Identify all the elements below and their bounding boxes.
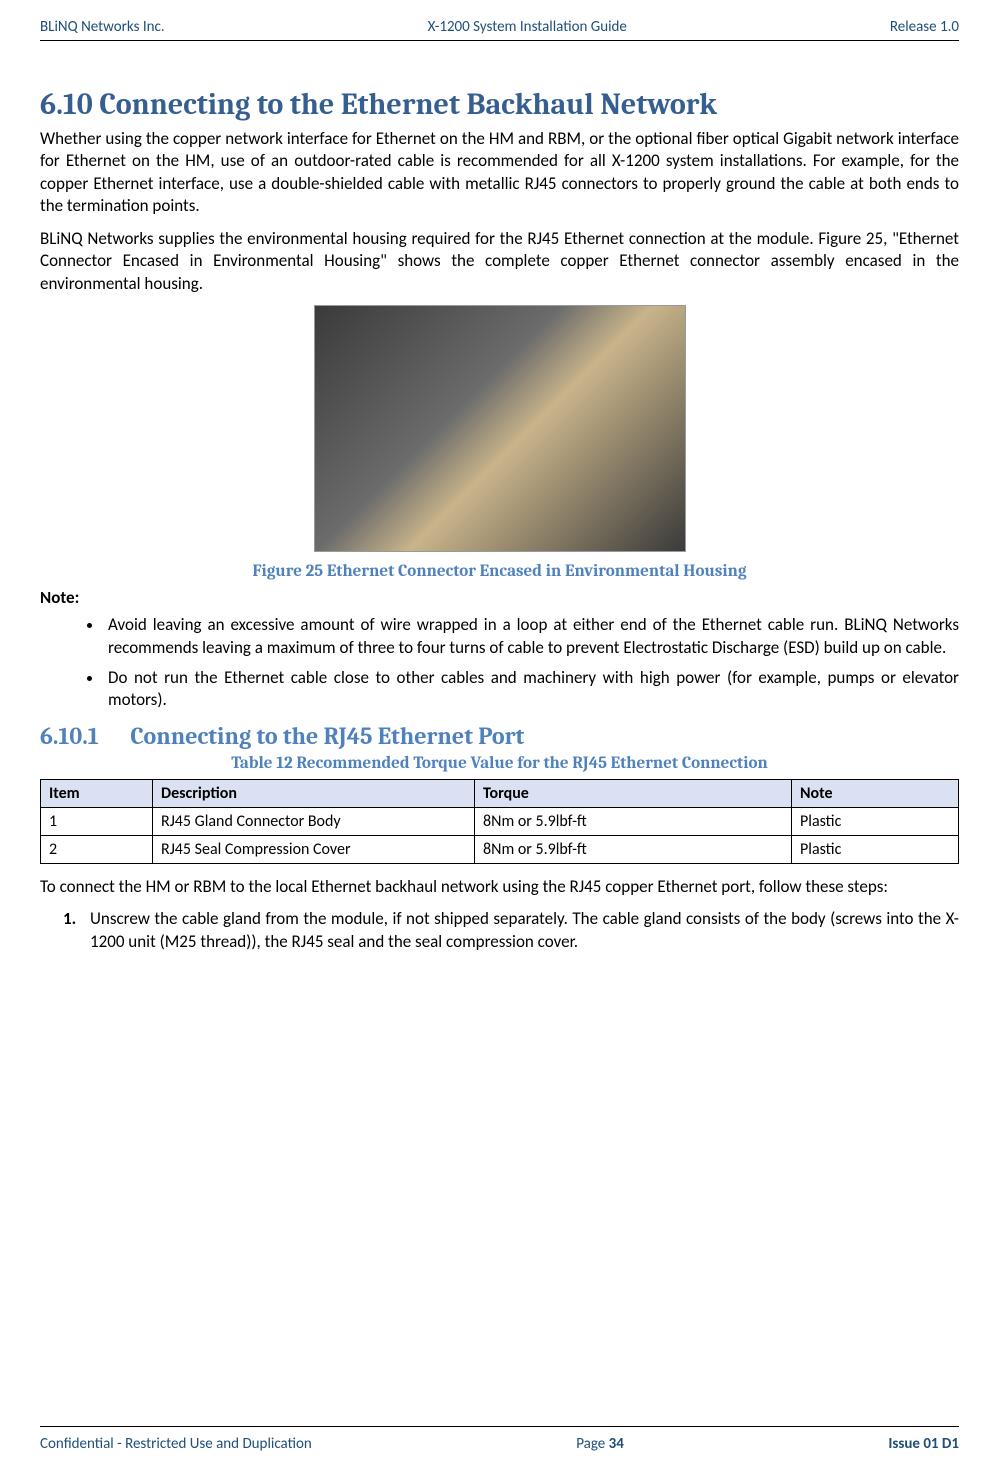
figure-25-caption: Figure 25 Ethernet Connector Encased in … <box>40 562 959 581</box>
table-row: 2 RJ45 Seal Compression Cover 8Nm or 5.9… <box>41 835 959 863</box>
subsection-number: 6.10.1 <box>40 722 99 750</box>
table-cell: 2 <box>41 835 153 863</box>
page-footer: Confidential - Restricted Use and Duplic… <box>40 1426 959 1453</box>
footer-issue: Issue 01 D1 <box>888 1435 959 1453</box>
table-header-item: Item <box>41 779 153 807</box>
table-header-row: Item Description Torque Note <box>41 779 959 807</box>
step-1: Unscrew the cable gland from the module,… <box>80 908 959 953</box>
header-doc-title: X-1200 System Installation Guide <box>428 18 627 36</box>
section-heading: 6.10 Connecting to the Ethernet Backhaul… <box>40 87 959 122</box>
table-row: 1 RJ45 Gland Connector Body 8Nm or 5.9lb… <box>41 807 959 835</box>
header-company: BLiNQ Networks Inc. <box>40 18 165 36</box>
section-title: Connecting to the Ethernet Backhaul Netw… <box>99 87 717 122</box>
table-header-description: Description <box>153 779 475 807</box>
section-number: 6.10 <box>40 87 93 122</box>
table-cell: 8Nm or 5.9lbf-ft <box>475 807 792 835</box>
paragraph-2: BLiNQ Networks supplies the environmenta… <box>40 228 959 295</box>
procedure-steps: Unscrew the cable gland from the module,… <box>40 908 959 953</box>
subsection-title: Connecting to the RJ45 Ethernet Port <box>130 722 524 750</box>
table-cell: Plastic <box>792 807 959 835</box>
table-12-caption: Table 12 Recommended Torque Value for th… <box>40 754 959 773</box>
figure-25-image <box>314 305 686 552</box>
torque-table: Item Description Torque Note 1 RJ45 Glan… <box>40 779 959 864</box>
header-release: Release 1.0 <box>890 18 959 36</box>
paragraph-3: To connect the HM or RBM to the local Et… <box>40 876 959 898</box>
list-item: Avoid leaving an excessive amount of wir… <box>104 614 959 659</box>
table-header-note: Note <box>792 779 959 807</box>
table-cell: RJ45 Gland Connector Body <box>153 807 475 835</box>
subsection-heading: 6.10.1 Connecting to the RJ45 Ethernet P… <box>40 722 959 750</box>
note-label: Note: <box>40 587 959 608</box>
table-header-torque: Torque <box>475 779 792 807</box>
paragraph-1: Whether using the copper network interfa… <box>40 128 959 218</box>
table-cell: RJ45 Seal Compression Cover <box>153 835 475 863</box>
footer-confidential: Confidential - Restricted Use and Duplic… <box>40 1435 312 1453</box>
note-bullet-list: Avoid leaving an excessive amount of wir… <box>40 614 959 712</box>
footer-page-number: Page 34 <box>576 1435 624 1453</box>
table-cell: Plastic <box>792 835 959 863</box>
list-item: Do not run the Ethernet cable close to o… <box>104 667 959 712</box>
table-cell: 8Nm or 5.9lbf-ft <box>475 835 792 863</box>
table-cell: 1 <box>41 807 153 835</box>
page-header: BLiNQ Networks Inc. X-1200 System Instal… <box>40 0 959 41</box>
